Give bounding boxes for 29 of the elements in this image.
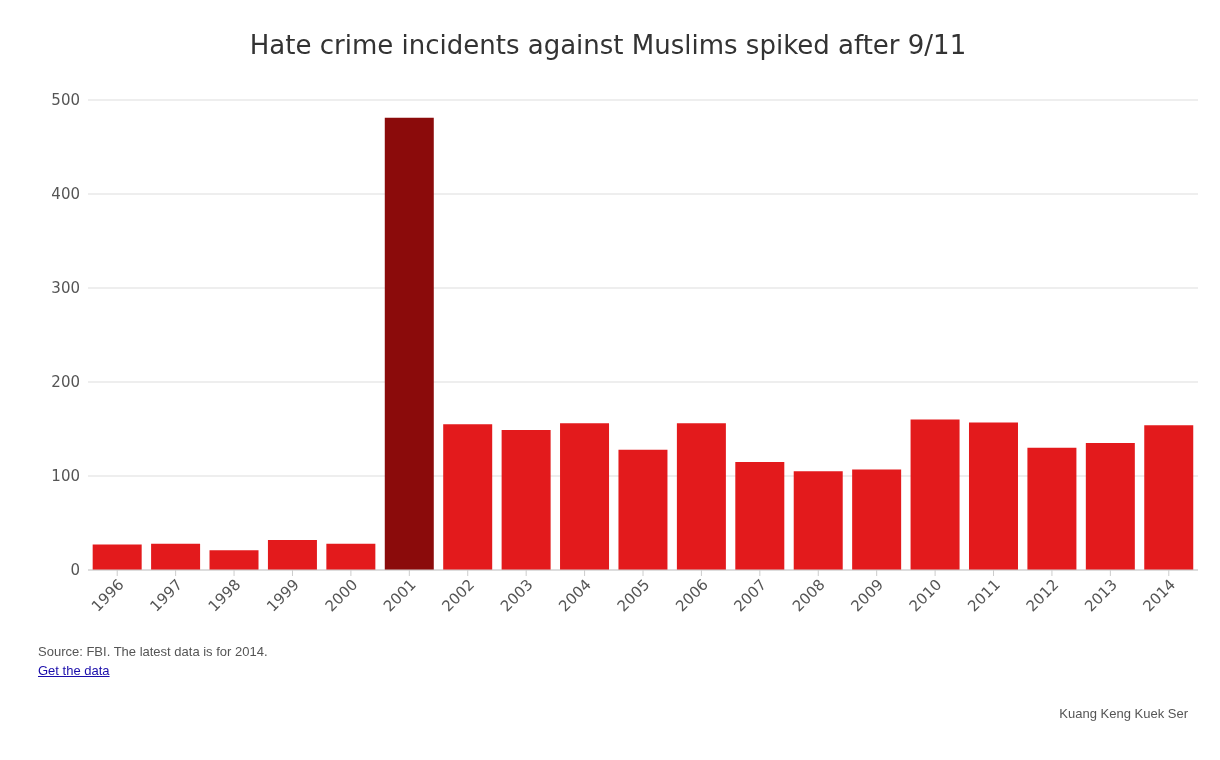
bar	[676, 423, 726, 570]
bar	[735, 461, 785, 570]
bar	[1144, 425, 1194, 570]
y-tick-label: 100	[51, 467, 80, 486]
bar	[560, 423, 610, 570]
bar	[793, 471, 843, 570]
bar	[618, 449, 668, 570]
bar	[326, 543, 376, 570]
bar	[1085, 443, 1135, 570]
text: Get the data	[38, 663, 111, 678]
y-tick-label: 500	[51, 91, 80, 110]
bar	[968, 422, 1018, 570]
y-tick-label: 200	[51, 373, 80, 392]
bar	[92, 544, 142, 570]
bar	[151, 543, 201, 570]
bar	[501, 429, 551, 570]
bar	[1027, 447, 1077, 570]
bar	[852, 469, 902, 570]
bar	[910, 419, 960, 570]
chart-title: Hate crime incidents against Muslims spiked after 9/11	[248, 29, 968, 62]
source-note: Source: FBI. The latest data is for 2014.	[38, 644, 269, 659]
bar	[384, 117, 434, 570]
bar	[267, 539, 317, 570]
bar	[209, 550, 259, 570]
y-tick-label: 300	[51, 279, 80, 298]
y-tick-label: 400	[51, 185, 80, 204]
bar	[443, 424, 493, 570]
text: Kuang Keng Kuek Ser	[1059, 706, 1188, 721]
y-tick-label: 0	[70, 561, 80, 580]
